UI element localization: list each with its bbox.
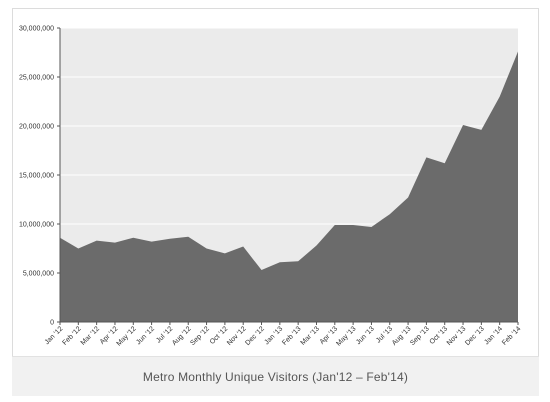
- x-tick-label: May '13: [335, 325, 357, 347]
- y-axis-ticks: 0 5,000,000 10,000,000 15,000,000 20,000,000…: [19, 26, 60, 327]
- x-tick-label: Mar '12: [80, 325, 101, 346]
- x-tick-label: Nov '12: [226, 325, 248, 347]
- x-tick-label: May '12: [116, 325, 138, 347]
- y-tick-label: 25,000,000: [19, 75, 54, 82]
- chart-caption: Metro Monthly Unique Visitors (Jan'12 – …: [142, 369, 409, 384]
- y-tick-label: 20,000,000: [19, 124, 54, 131]
- x-tick-label: Jun '12: [135, 325, 156, 346]
- x-tick-label: Dec '13: [464, 325, 486, 347]
- x-tick-label: Aug '13: [391, 325, 413, 347]
- x-tick-label: Feb '13: [281, 325, 302, 346]
- x-tick-label: Feb '12: [61, 325, 82, 346]
- area-series: [60, 51, 518, 323]
- y-tick-label: 30,000,000: [19, 26, 54, 33]
- x-tick-label: Feb '14: [501, 325, 522, 346]
- x-tick-label: Mar '13: [300, 325, 321, 346]
- x-tick-label: Sep '13: [409, 325, 431, 347]
- x-tick-label: Dec '12: [244, 325, 266, 347]
- x-tick-label: Jun '13: [355, 325, 376, 346]
- y-tick-label: 5,000,000: [23, 271, 54, 278]
- y-tick-label: 15,000,000: [19, 173, 54, 180]
- x-tick-label: Nov '13: [446, 325, 468, 347]
- x-tick-label: Aug '12: [171, 325, 193, 347]
- y-tick-label: 10,000,000: [19, 222, 54, 229]
- caption-bar: Metro Monthly Unique Visitors (Jan'12 – …: [12, 356, 539, 396]
- x-tick-label: Sep '12: [189, 325, 211, 347]
- y-tick-label: 0: [50, 320, 54, 327]
